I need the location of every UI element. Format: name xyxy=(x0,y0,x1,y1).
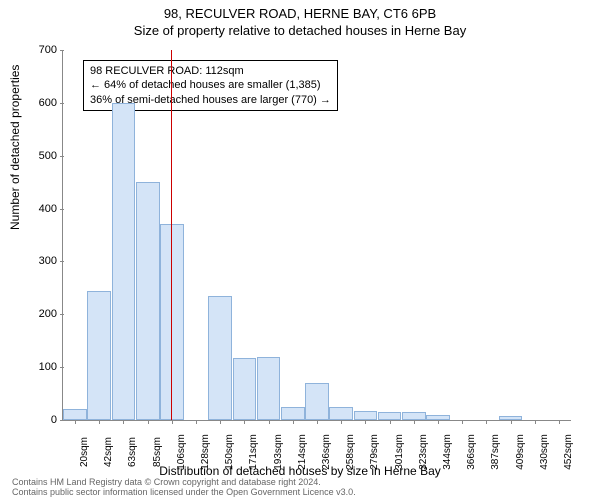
page-title: 98, RECULVER ROAD, HERNE BAY, CT6 6PB xyxy=(0,0,600,21)
histogram-bar xyxy=(257,357,281,420)
y-tick-label: 300 xyxy=(39,255,63,267)
footer-attribution: Contains HM Land Registry data © Crown c… xyxy=(12,478,356,498)
x-tick-mark xyxy=(196,420,197,424)
y-tick-label: 600 xyxy=(39,97,63,109)
chart-plot-area: 98 RECULVER ROAD: 112sqm ← 64% of detach… xyxy=(62,50,571,421)
x-tick-mark xyxy=(172,420,173,424)
y-axis-label: Number of detached properties xyxy=(8,65,22,230)
x-axis-label: Distribution of detached houses by size … xyxy=(0,464,600,478)
x-tick-mark xyxy=(390,420,391,424)
x-tick-mark xyxy=(148,420,149,424)
x-tick-mark xyxy=(220,420,221,424)
histogram-bar xyxy=(208,296,232,420)
x-tick-mark xyxy=(365,420,366,424)
histogram-bar xyxy=(63,409,87,420)
y-tick-label: 400 xyxy=(39,203,63,215)
y-tick-label: 0 xyxy=(51,414,63,426)
histogram-bar xyxy=(378,412,402,420)
histogram-bar xyxy=(233,358,257,420)
chart-container: 98, RECULVER ROAD, HERNE BAY, CT6 6PB Si… xyxy=(0,0,600,500)
x-tick-mark xyxy=(462,420,463,424)
x-tick-mark xyxy=(244,420,245,424)
x-tick-label: 85sqm xyxy=(148,437,163,467)
infobox-line2: ← 64% of detached houses are smaller (1,… xyxy=(90,78,331,92)
histogram-bar xyxy=(281,407,305,420)
y-tick-label: 200 xyxy=(39,308,63,320)
y-tick-label: 100 xyxy=(39,361,63,373)
x-tick-mark xyxy=(486,420,487,424)
x-tick-mark xyxy=(317,420,318,424)
histogram-bar xyxy=(329,407,353,420)
x-tick-label: 20sqm xyxy=(75,437,90,467)
x-tick-mark xyxy=(269,420,270,424)
infobox-line1: 98 RECULVER ROAD: 112sqm xyxy=(90,64,331,78)
histogram-bar xyxy=(87,291,111,421)
histogram-bar xyxy=(354,411,378,421)
x-tick-mark xyxy=(75,420,76,424)
histogram-bar xyxy=(402,412,426,420)
x-tick-label: 42sqm xyxy=(99,437,114,467)
x-tick-mark xyxy=(293,420,294,424)
x-tick-mark xyxy=(99,420,100,424)
histogram-bar xyxy=(112,103,136,420)
x-tick-mark xyxy=(341,420,342,424)
histogram-bar xyxy=(305,383,329,420)
x-tick-mark xyxy=(123,420,124,424)
x-tick-mark xyxy=(414,420,415,424)
x-tick-mark xyxy=(511,420,512,424)
x-tick-mark xyxy=(438,420,439,424)
page-subtitle: Size of property relative to detached ho… xyxy=(0,21,600,38)
footer-line2: Contains public sector information licen… xyxy=(12,488,356,498)
x-tick-mark xyxy=(535,420,536,424)
x-tick-label: 63sqm xyxy=(123,437,138,467)
y-tick-label: 700 xyxy=(39,44,63,56)
reference-line xyxy=(171,50,172,420)
histogram-bar xyxy=(136,182,160,420)
y-tick-label: 500 xyxy=(39,150,63,162)
x-tick-mark xyxy=(559,420,560,424)
